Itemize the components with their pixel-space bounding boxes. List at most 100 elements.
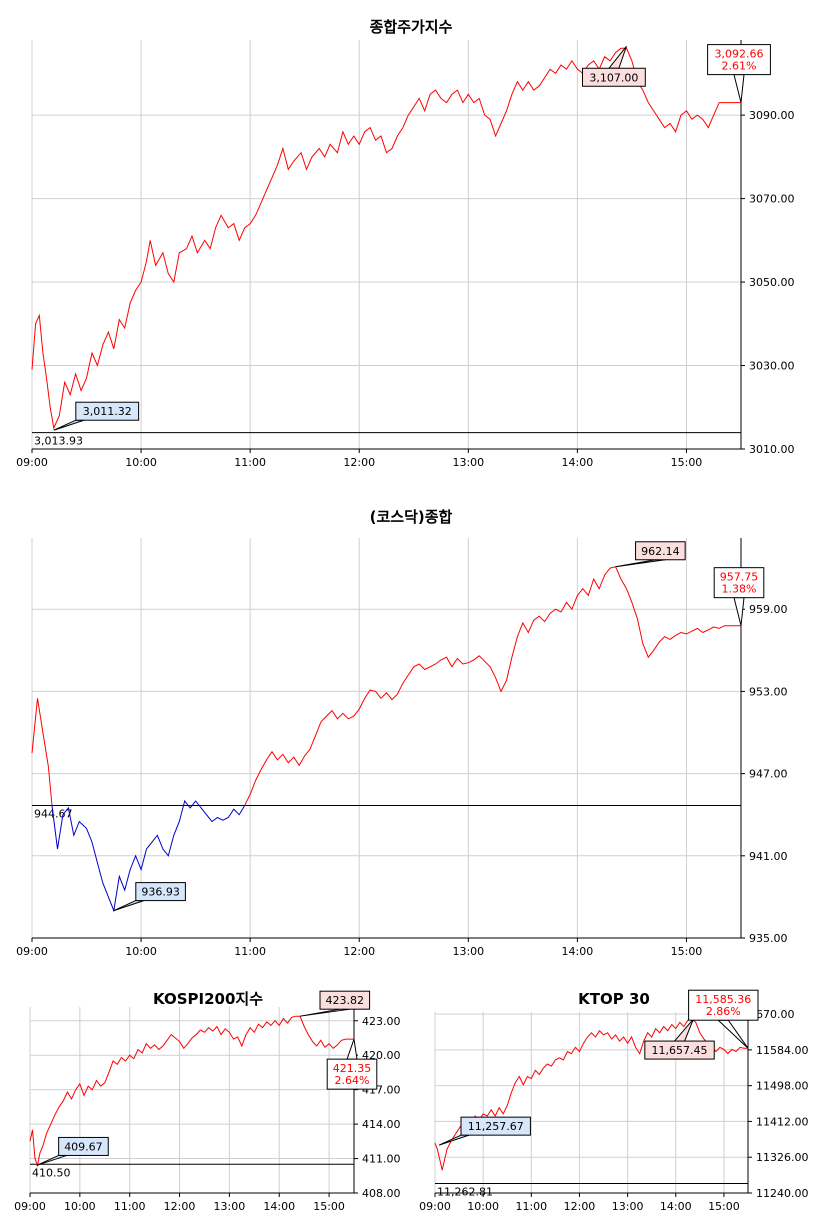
callout-pointer xyxy=(615,559,666,568)
callout-high: 423.82 xyxy=(299,990,371,1017)
callout-value: 3,011.32 xyxy=(83,405,132,418)
y-tick-label: 3030.00 xyxy=(749,360,795,373)
callout-value: 423.82 xyxy=(326,994,365,1007)
x-tick-label: 12:00 xyxy=(564,1200,596,1213)
x-tick-label: 10:00 xyxy=(467,1200,499,1213)
callout-pointer xyxy=(673,1018,694,1042)
x-tick-label: 14:00 xyxy=(263,1200,295,1213)
x-tick-label: 09:00 xyxy=(16,456,48,469)
callout-last: 957.751.38% xyxy=(713,567,765,626)
x-tick-label: 10:00 xyxy=(125,456,157,469)
callout-box xyxy=(644,1040,715,1060)
callout-pointer xyxy=(299,1008,350,1017)
x-tick-label: 12:00 xyxy=(164,1200,196,1213)
callout-box xyxy=(58,1136,109,1156)
x-tick-label: 10:00 xyxy=(64,1200,96,1213)
x-tick-label: 09:00 xyxy=(16,945,48,958)
callout-pointer xyxy=(733,74,745,103)
x-tick-label: 15:00 xyxy=(671,945,703,958)
series-line xyxy=(31,698,53,806)
x-tick-label: 09:00 xyxy=(419,1200,451,1213)
y-tick-label: 959.00 xyxy=(749,603,788,616)
callout-box xyxy=(460,1116,531,1136)
x-tick-label: 13:00 xyxy=(214,1200,246,1213)
callout-value: 409.67 xyxy=(64,1140,103,1153)
y-tick-label: 941.00 xyxy=(749,850,788,863)
y-tick-label: 423.00 xyxy=(362,1015,401,1028)
x-tick-label: 09:00 xyxy=(14,1200,46,1213)
x-tick-label: 13:00 xyxy=(452,456,484,469)
y-tick-label: 3090.00 xyxy=(749,109,795,122)
baseline-label: 11,262.81 xyxy=(437,1186,493,1199)
y-tick-label: 11584.00 xyxy=(756,1044,809,1057)
callout-last: 11,585.362.86% xyxy=(688,989,759,1049)
callout-value: 962.14 xyxy=(641,545,680,558)
x-tick-label: 12:00 xyxy=(343,456,375,469)
callout-pointer xyxy=(733,597,745,626)
callout-box xyxy=(135,882,186,902)
y-tick-label: 11326.00 xyxy=(756,1151,809,1164)
chart-ktop30: KTOP 30 09:00 10:00 11:00 12:00 13:00 14:00 15… xyxy=(419,989,809,1213)
x-tick-label: 11:00 xyxy=(515,1200,547,1213)
callout-value: 3,092.66 xyxy=(715,48,764,61)
series-line xyxy=(51,799,246,913)
callout-change: 2.64% xyxy=(335,1074,370,1087)
callout-value: 3,107.00 xyxy=(589,71,638,84)
callout-high: 11,657.45 xyxy=(644,1018,715,1060)
x-tick-label: 11:00 xyxy=(114,1200,146,1213)
callout-high: 3,107.00 xyxy=(582,45,646,87)
callout-box xyxy=(582,67,646,87)
y-tick-label: 670.00 xyxy=(756,1008,795,1021)
callout-low: 11,257.67 xyxy=(438,1116,531,1146)
callout-pointer xyxy=(717,1019,749,1049)
callout-low: 3,011.32 xyxy=(53,401,140,431)
x-tick-label: 15:00 xyxy=(671,456,703,469)
y-tick-label: 947.00 xyxy=(749,768,788,781)
callout-box xyxy=(319,990,371,1010)
callout-value: 957.75 xyxy=(720,571,759,584)
callout-box xyxy=(326,1058,378,1090)
callout-high: 962.14 xyxy=(615,541,686,568)
y-tick-label: 411.00 xyxy=(362,1153,401,1166)
x-tick-label: 14:00 xyxy=(660,1200,692,1213)
y-tick-label: 11498.00 xyxy=(756,1080,809,1093)
x-tick-label: 15:00 xyxy=(313,1200,345,1213)
callout-box xyxy=(713,567,765,599)
baseline-label: 3,013.93 xyxy=(34,435,83,448)
y-tick-label: 935.00 xyxy=(749,932,788,945)
y-tick-label: 953.00 xyxy=(749,685,788,698)
callout-value: 11,257.67 xyxy=(468,1120,524,1133)
callout-value: 11,585.36 xyxy=(695,993,751,1006)
chart-title-kospi: 종합주가지수 xyxy=(370,18,453,36)
series-line xyxy=(29,1015,354,1168)
callout-low: 409.67 xyxy=(36,1136,109,1166)
x-tick-label: 11:00 xyxy=(234,456,266,469)
callout-last: 3,092.662.61% xyxy=(707,44,771,103)
y-tick-label: 3070.00 xyxy=(749,193,795,206)
series-line xyxy=(31,47,741,430)
callout-value: 421.35 xyxy=(333,1062,372,1075)
callout-pointer xyxy=(346,1038,358,1060)
y-tick-label: 408.00 xyxy=(362,1187,401,1200)
chart-title-ktop30: KTOP 30 xyxy=(578,990,650,1008)
y-tick-label: 3010.00 xyxy=(749,443,795,456)
x-tick-label: 10:00 xyxy=(125,945,157,958)
callout-value: 936.93 xyxy=(141,886,180,899)
callout-box xyxy=(75,401,140,421)
chart-kospi200: KOSPI200지수 09:00 10:00 11:00 12:00 13:00 14:0… xyxy=(14,990,400,1213)
callout-low: 936.93 xyxy=(113,882,186,912)
callout-change: 2.61% xyxy=(722,60,757,73)
callout-value: 11,657.45 xyxy=(652,1044,708,1057)
x-tick-label: 12:00 xyxy=(343,945,375,958)
callout-pointer xyxy=(53,419,84,431)
x-tick-label: 14:00 xyxy=(562,945,594,958)
x-tick-label: 14:00 xyxy=(562,456,594,469)
y-tick-label: 3050.00 xyxy=(749,276,795,289)
x-tick-label: 15:00 xyxy=(708,1200,740,1213)
baseline-label: 410.50 xyxy=(32,1166,71,1179)
x-tick-label: 13:00 xyxy=(612,1200,644,1213)
y-tick-label: 11240.00 xyxy=(756,1187,809,1200)
chart-title-kospi200: KOSPI200지수 xyxy=(153,990,263,1008)
callout-change: 1.38% xyxy=(722,583,757,596)
